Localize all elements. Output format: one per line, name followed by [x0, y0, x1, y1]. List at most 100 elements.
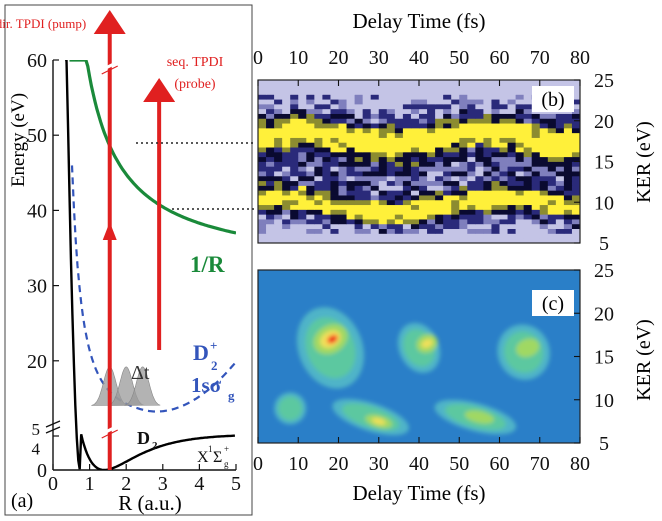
heatmap-cell	[290, 195, 299, 201]
heatmap-cell	[539, 80, 549, 86]
heatmap-cell	[531, 223, 541, 230]
heatmap-cell	[266, 94, 275, 100]
heatmap-cell	[282, 142, 291, 148]
heatmap-cell	[515, 89, 525, 95]
heatmap-cell	[330, 171, 339, 177]
heatmap-cell	[322, 132, 331, 138]
heatmap-cell	[266, 199, 275, 206]
heatmap-cell	[427, 99, 436, 105]
heatmap-cell	[378, 103, 388, 110]
heatmap-cell	[459, 142, 468, 148]
heatmap-cell	[451, 233, 460, 239]
heatmap-cell	[266, 151, 275, 158]
heatmap-cell	[314, 185, 323, 191]
heatmap-cell	[370, 223, 380, 230]
heatmap-cell	[419, 94, 428, 100]
heatmap-cell	[266, 89, 275, 95]
heatmap-cell	[330, 233, 339, 239]
heatmap-cell	[499, 142, 508, 148]
heatmap-cell	[386, 161, 396, 167]
heatmap-cell	[435, 108, 444, 114]
heatmap-cell	[386, 219, 396, 225]
heatmap-cell	[499, 161, 508, 167]
heatmap-cell	[274, 238, 283, 244]
panel-a-ylabel: Energy (eV)	[8, 93, 29, 187]
heatmap-cell	[258, 190, 267, 196]
heatmap-cell	[491, 108, 500, 114]
heatmap-cell	[459, 161, 468, 167]
heatmap-cell	[459, 190, 468, 196]
heatmap-cell	[491, 209, 500, 215]
heatmap-cell	[266, 142, 275, 148]
heatmap-cell	[266, 99, 275, 105]
panel-b-xtick-label: 0	[253, 47, 263, 69]
heatmap-cell	[386, 142, 396, 148]
heatmap-cell	[394, 127, 404, 134]
heatmap-cell	[515, 161, 525, 167]
heatmap-cell	[507, 89, 516, 95]
heatmap-cell	[459, 103, 468, 110]
panel-a-xtick-label: 4	[194, 473, 204, 495]
heatmap-cell	[435, 214, 444, 220]
heatmap-cell	[258, 127, 267, 134]
heatmap-cell	[354, 166, 364, 172]
heatmap-cell	[451, 166, 460, 172]
heatmap-cell	[507, 209, 516, 215]
heatmap-cell	[330, 223, 339, 230]
heatmap-cell	[515, 137, 525, 143]
heatmap-cell	[394, 118, 404, 124]
heatmap-cell	[547, 118, 557, 124]
heatmap-cell	[467, 228, 476, 234]
heatmap-cell	[306, 214, 315, 220]
heatmap-cell	[402, 80, 412, 86]
heatmap-cell	[435, 156, 444, 162]
heatmap-cell	[491, 233, 500, 239]
heatmap-cell	[338, 195, 347, 201]
heatmap-cell	[362, 185, 372, 191]
heatmap-cell	[386, 108, 396, 114]
heatmap-cell	[571, 195, 581, 201]
heatmap-cell	[346, 223, 355, 230]
heatmap-cell	[330, 80, 339, 86]
heatmap-cell	[306, 238, 315, 244]
heatmap-cell	[354, 209, 364, 215]
heatmap-cell	[282, 137, 291, 143]
heatmap-cell	[306, 137, 315, 143]
heatmap-cell	[523, 204, 533, 210]
panel-c-ytick-label: 10	[594, 390, 614, 412]
heatmap-cell	[370, 123, 380, 129]
d2plus-curve	[70, 165, 236, 413]
heatmap-cell	[531, 151, 541, 158]
heatmap-cell	[290, 219, 299, 225]
one-over-r-curve	[69, 60, 236, 235]
heatmap-cell	[451, 161, 460, 167]
heatmap-cell	[531, 132, 541, 138]
heatmap-cell	[571, 185, 581, 191]
heatmap-cell	[290, 142, 299, 148]
heatmap-cell	[314, 94, 323, 100]
heatmap-cell	[258, 123, 267, 129]
heatmap-cell	[306, 204, 315, 210]
heatmap-cell	[322, 80, 331, 86]
heatmap-cell	[507, 219, 516, 225]
heatmap-cell	[314, 180, 323, 186]
heatmap-cell	[435, 238, 444, 244]
heatmap-cell	[419, 175, 428, 182]
heatmap-cell	[563, 156, 573, 162]
heatmap-cell	[258, 142, 267, 148]
heatmap-cell	[467, 199, 476, 206]
heatmap-cell	[410, 214, 420, 220]
heatmap-cell	[258, 171, 267, 177]
heatmap-cell	[266, 175, 275, 182]
heatmap-cell	[499, 185, 508, 191]
heatmap-cell	[386, 199, 396, 206]
heatmap-cell	[467, 195, 476, 201]
heatmap-cell	[563, 151, 573, 158]
heatmap-cell	[298, 171, 307, 177]
heatmap-cell	[290, 99, 299, 105]
heatmap-cell	[338, 137, 347, 143]
heatmap-cell	[483, 209, 492, 215]
heatmap-cell	[354, 151, 364, 158]
heatmap-cell	[555, 156, 565, 162]
heatmap-cell	[290, 84, 299, 90]
